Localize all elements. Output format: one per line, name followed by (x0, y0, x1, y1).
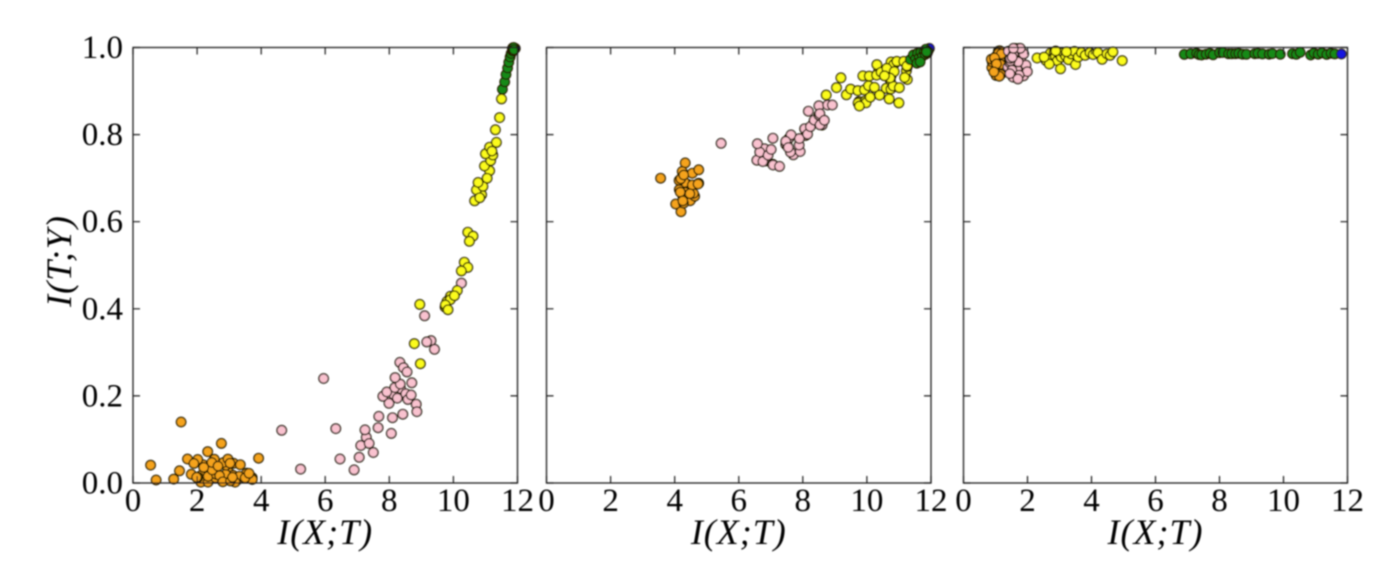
svg-text:4: 4 (1083, 483, 1100, 519)
svg-text:2: 2 (1019, 483, 1036, 519)
svg-text:10: 10 (850, 483, 883, 519)
svg-text:0: 0 (955, 483, 972, 519)
svg-text:I(X;T): I(X;T) (276, 512, 373, 552)
svg-text:8: 8 (381, 483, 398, 519)
svg-text:I(X;T): I(X;T) (1107, 512, 1204, 552)
svg-text:10: 10 (437, 483, 470, 519)
svg-text:12: 12 (1331, 483, 1364, 519)
svg-text:8: 8 (795, 483, 812, 519)
svg-text:I(X;T): I(X;T) (690, 512, 787, 552)
svg-text:2: 2 (602, 483, 619, 519)
svg-text:0.8: 0.8 (82, 117, 123, 153)
svg-text:12: 12 (915, 483, 948, 519)
svg-text:8: 8 (1211, 483, 1228, 519)
svg-text:0.4: 0.4 (82, 291, 123, 327)
svg-text:12: 12 (501, 483, 534, 519)
svg-text:0: 0 (125, 483, 142, 519)
svg-text:0: 0 (538, 483, 555, 519)
svg-text:4: 4 (666, 483, 683, 519)
svg-text:0.0: 0.0 (82, 466, 123, 502)
svg-text:6: 6 (1147, 483, 1164, 519)
svg-text:4: 4 (253, 483, 270, 519)
svg-text:10: 10 (1267, 483, 1300, 519)
svg-text:0.6: 0.6 (82, 204, 123, 240)
svg-text:0.2: 0.2 (82, 378, 123, 414)
svg-text:6: 6 (731, 483, 748, 519)
svg-text:6: 6 (317, 483, 334, 519)
svg-text:1.0: 1.0 (82, 30, 123, 66)
svg-text:I(T;Y): I(T;Y) (39, 215, 79, 308)
svg-text:2: 2 (189, 483, 206, 519)
